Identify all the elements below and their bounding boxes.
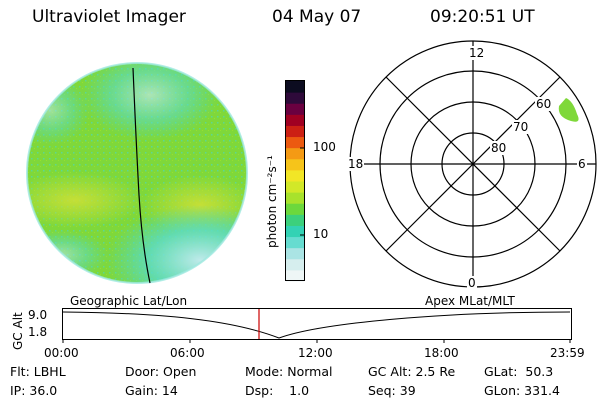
colorbar-band [286, 192, 304, 204]
tick-2359: 23:59 [550, 346, 585, 360]
glat-status: GLat: 50.3 [484, 364, 554, 379]
mlat-label-80: 80 [490, 141, 508, 155]
colorbar-unit-label: photon cm⁻²s⁻¹ [265, 155, 279, 248]
mlt-label-18: 18 [347, 157, 365, 171]
colorbar-band [286, 214, 304, 226]
colorbar-band [286, 269, 304, 282]
mlat-label-60: 60 [535, 97, 553, 111]
auroral-image-panel [26, 62, 248, 284]
colorbar-label-10: 10 [313, 227, 329, 241]
colorbar-band [286, 114, 304, 126]
auroral-patch [558, 98, 579, 122]
colorbar-band [286, 81, 304, 93]
tick-1200: 12:00 [298, 346, 333, 360]
gain-status: Gain: 14 [125, 383, 178, 398]
altitude-timeline-plot [62, 308, 572, 343]
color-scale-bar [285, 80, 305, 282]
seq-status: Seq: 39 [368, 383, 416, 398]
polar-mlt-plot [349, 40, 597, 288]
timeline-left-label: Geographic Lat/Lon [70, 294, 188, 308]
ip-status: IP: 36.0 [10, 383, 58, 398]
gc-alt-status: GC Alt: 2.5 Re [368, 364, 456, 379]
glon-status: GLon: 331.4 [484, 383, 560, 398]
altitude-curve [62, 311, 571, 339]
mode-status: Mode: Normal [245, 364, 333, 379]
date-label: 04 May 07 [272, 7, 362, 27]
timeline-right-label: Apex MLat/MLT [425, 294, 515, 308]
tick-0000: 00:00 [44, 346, 79, 360]
tick-0600: 06:00 [170, 346, 205, 360]
mlt-label-6: 6 [577, 157, 587, 171]
colorbar-band [286, 103, 304, 115]
colorbar-band [286, 225, 304, 238]
earth-disk [27, 63, 247, 283]
mlt-label-12: 12 [468, 46, 486, 60]
timeline-ymax-label: 9.0 [28, 308, 48, 322]
filter-status: Flt: LBHL [10, 364, 66, 379]
mlt-label-0: 0 [467, 276, 477, 290]
timeline-ymin-label: 1.8 [28, 325, 48, 339]
colorbar-band [286, 258, 304, 271]
colorbar-band [286, 158, 304, 171]
door-status: Door: Open [125, 364, 197, 379]
colorbar-band [286, 136, 304, 149]
colorbar-band [286, 147, 304, 160]
tick-1800: 18:00 [424, 346, 459, 360]
dsp-status: Dsp: 1.0 [245, 383, 310, 398]
colorbar-band [286, 125, 304, 138]
colorbar-band [286, 247, 304, 260]
instrument-title: Ultraviolet Imager [32, 7, 186, 27]
timeline-axis-label: GC Alt [11, 312, 25, 350]
colorbar-band [286, 181, 304, 193]
colorbar-band [286, 236, 304, 249]
time-label: 09:20:51 UT [430, 7, 535, 27]
colorbar-band [286, 92, 304, 104]
terminator-line [132, 67, 151, 284]
colorbar-band [286, 203, 304, 215]
colorbar-label-100: 100 [313, 140, 336, 154]
mlat-label-70: 70 [512, 120, 530, 134]
colorbar-band [286, 169, 304, 182]
